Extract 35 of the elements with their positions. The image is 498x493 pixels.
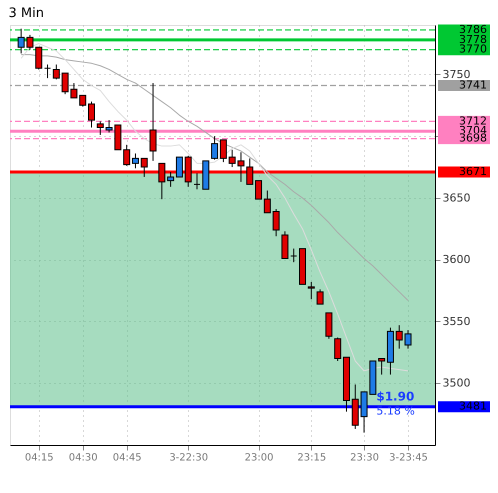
- y-tick-label: 3500: [442, 376, 470, 390]
- candlestick: [237, 152, 244, 182]
- annotation: 5.18 %: [376, 404, 415, 418]
- chart-title: 3 Min: [8, 6, 44, 21]
- ref-line-label: 3741: [459, 78, 487, 92]
- candlestick: [194, 172, 200, 190]
- x-tick-label: 23:30: [350, 452, 379, 464]
- candlestick: [88, 101, 95, 128]
- candlestick: [334, 337, 342, 362]
- ref-line-label: 3712: [459, 114, 487, 128]
- y-tick-label: 3600: [442, 253, 470, 266]
- candlestick: [290, 248, 298, 263]
- ref-line-label: 3671: [459, 165, 487, 178]
- y-tick-label: 3550: [442, 314, 470, 328]
- annotation: $1.90: [376, 390, 414, 404]
- x-tick-label: 3-22:30: [169, 452, 208, 464]
- candlestick: [316, 288, 324, 305]
- ref-line-label: 3481: [459, 400, 487, 413]
- candlestick: [281, 230, 288, 259]
- y-tick-label: 3750: [442, 68, 470, 81]
- x-tick-label: 23:00: [244, 452, 274, 464]
- x-tick-label: 04:15: [24, 452, 54, 464]
- x-tick-label: 04:45: [112, 452, 142, 464]
- candlestick: [211, 136, 218, 160]
- candlestick: [18, 28, 25, 54]
- x-tick-label: 04:30: [68, 452, 98, 464]
- candlestick: [404, 330, 412, 350]
- ref-line-label: 3698: [459, 132, 487, 145]
- candlestick: [308, 281, 315, 300]
- candlestick: [325, 312, 332, 340]
- x-tick-label: 23:15: [297, 452, 326, 464]
- candlestick: [44, 64, 52, 79]
- candlestick: [150, 82, 157, 162]
- y-tick-label: 3650: [442, 191, 470, 204]
- x-tick-label: 3-23:45: [389, 452, 428, 464]
